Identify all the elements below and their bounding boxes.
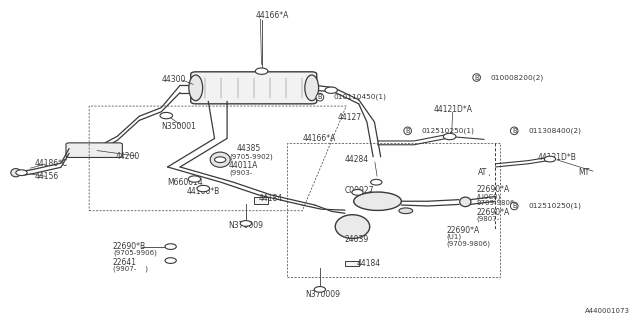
- Text: (U0C0): (U0C0): [477, 193, 501, 200]
- Ellipse shape: [210, 152, 230, 167]
- Circle shape: [188, 176, 201, 182]
- Text: 22641: 22641: [113, 258, 137, 267]
- Text: (U1): (U1): [447, 234, 461, 240]
- Text: (9705-9906): (9705-9906): [113, 250, 157, 256]
- Text: 24039: 24039: [345, 236, 369, 244]
- Text: 22690*A: 22690*A: [447, 226, 480, 235]
- Text: 44121D*A: 44121D*A: [434, 105, 473, 114]
- Text: (9903-: (9903-: [229, 169, 252, 176]
- Ellipse shape: [335, 215, 370, 238]
- Text: 22690*A: 22690*A: [477, 185, 510, 194]
- Bar: [254, 197, 268, 204]
- Circle shape: [165, 258, 176, 263]
- Text: N370009: N370009: [228, 220, 263, 229]
- Text: 44156: 44156: [35, 172, 59, 181]
- Text: 44011A: 44011A: [229, 161, 259, 170]
- Text: 22690*B: 22690*B: [113, 242, 146, 251]
- FancyBboxPatch shape: [66, 143, 122, 157]
- Text: (9709-9806): (9709-9806): [447, 241, 490, 247]
- Circle shape: [444, 133, 456, 140]
- Circle shape: [16, 170, 27, 176]
- Ellipse shape: [189, 75, 203, 101]
- Text: 011308400(2): 011308400(2): [528, 128, 581, 134]
- Text: 012510250(1): 012510250(1): [422, 128, 474, 134]
- Circle shape: [165, 244, 176, 250]
- Ellipse shape: [354, 192, 401, 211]
- Text: 44385: 44385: [237, 144, 260, 153]
- Circle shape: [160, 112, 173, 119]
- Circle shape: [325, 87, 337, 93]
- Text: MT: MT: [578, 168, 589, 177]
- Text: AT: AT: [478, 168, 487, 177]
- Circle shape: [545, 156, 556, 162]
- Text: 44166*A: 44166*A: [302, 134, 336, 143]
- Text: N370009: N370009: [305, 290, 340, 299]
- Circle shape: [371, 179, 382, 185]
- Text: B: B: [474, 75, 479, 81]
- Circle shape: [255, 68, 268, 74]
- Text: B: B: [512, 128, 516, 134]
- Text: 44300: 44300: [161, 75, 186, 84]
- Circle shape: [352, 189, 363, 195]
- Text: 010110450(1): 010110450(1): [333, 94, 387, 100]
- Text: (9807-: (9807-: [477, 215, 500, 222]
- Text: 44184: 44184: [357, 259, 381, 268]
- Ellipse shape: [305, 75, 319, 101]
- Circle shape: [214, 157, 226, 163]
- Bar: [345, 260, 359, 266]
- Text: N350001: N350001: [161, 122, 196, 131]
- Text: 44200: 44200: [116, 152, 140, 161]
- Text: 44121D*B: 44121D*B: [538, 153, 577, 162]
- Ellipse shape: [399, 208, 413, 214]
- Text: 9709-9806: 9709-9806: [477, 200, 515, 206]
- Text: A440001073: A440001073: [584, 308, 630, 314]
- Text: 22690*A: 22690*A: [477, 208, 510, 217]
- Circle shape: [197, 185, 209, 192]
- Circle shape: [240, 220, 252, 226]
- Text: B: B: [512, 203, 516, 209]
- Text: M660014: M660014: [168, 178, 204, 187]
- Text: B: B: [317, 94, 322, 100]
- Text: 44184: 44184: [259, 194, 283, 203]
- Text: 44284: 44284: [345, 155, 369, 164]
- Circle shape: [314, 287, 326, 292]
- Text: 44166*B: 44166*B: [187, 187, 220, 196]
- Text: 012510250(1): 012510250(1): [528, 203, 581, 209]
- Text: B: B: [405, 128, 410, 134]
- Text: 44166*A: 44166*A: [255, 11, 289, 20]
- Text: 44127: 44127: [338, 113, 362, 122]
- Text: (9705-9902): (9705-9902): [229, 154, 273, 160]
- Text: C00927: C00927: [345, 186, 374, 195]
- Ellipse shape: [11, 169, 21, 177]
- Text: 44186*C: 44186*C: [35, 159, 68, 168]
- Ellipse shape: [460, 197, 471, 207]
- FancyBboxPatch shape: [191, 72, 317, 104]
- Text: 010008200(2): 010008200(2): [490, 74, 543, 81]
- Text: (9907-    ): (9907- ): [113, 266, 148, 272]
